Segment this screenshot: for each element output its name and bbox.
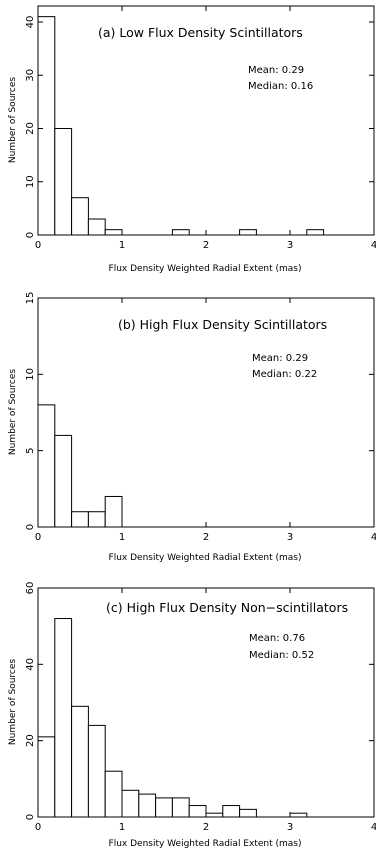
panel-b-y-tick-label: 15	[25, 292, 36, 305]
panel-c-bar	[54, 618, 73, 818]
panel-b-bar	[71, 511, 89, 528]
panel-b-x-tick-label: 2	[203, 532, 209, 543]
panel-a-title: (a) Low Flux Density Scintillators	[98, 25, 303, 40]
panel-b-y-axis-label: Number of Sources	[8, 369, 18, 455]
panel-c-y-ticks: 0 20 40 60	[25, 582, 374, 820]
panel-a-bar	[37, 16, 56, 236]
panel-b-x-tick-label: 4	[371, 532, 376, 543]
panel-b-x-axis-label: Flux Density Weighted Radial Extent (mas…	[109, 553, 302, 563]
panel-c-y-tick-label: 40	[25, 658, 36, 671]
panel-b: 0 1 2 3 4 0 5 10 15 (b) High Flux Density Scint…	[8, 292, 376, 563]
panel-a-bar	[71, 197, 89, 236]
panel-b-y-tick-label: 5	[25, 447, 36, 453]
panel-a: 0 1 2 3 4 0 10 20 30 40 (a) Low Flux Density Sci…	[8, 5, 376, 274]
panel-c-mean: Mean: 0.76	[249, 633, 305, 644]
panel-b-bar	[37, 404, 56, 528]
panel-c-bar	[222, 805, 241, 818]
panel-a-bar	[239, 229, 257, 236]
panel-b-bars	[37, 404, 123, 528]
panel-c-y-tick-label: 20	[25, 734, 36, 747]
panel-c-bar	[171, 797, 190, 818]
panel-c-x-ticks: 0 1 2 3 4	[35, 588, 376, 833]
panel-a-bar	[54, 127, 73, 236]
panel-c-bar	[37, 736, 56, 818]
panel-a-x-tick-label: 1	[119, 240, 125, 251]
panel-a-y-ticks: 0 10 20 30 40	[25, 16, 374, 238]
panel-a-y-tick-label: 20	[25, 122, 36, 135]
panel-c-bar	[289, 812, 308, 818]
panel-b-x-tick-label: 3	[287, 532, 293, 543]
panel-c-y-tick-label: 60	[25, 582, 36, 595]
panel-c-bar	[155, 797, 173, 818]
panel-b-plot-frame	[37, 297, 375, 528]
panel-a-bar	[104, 229, 123, 236]
panel-c-x-tick-label: 1	[119, 822, 125, 833]
panel-a-x-tick-label: 0	[35, 240, 41, 251]
panel-b-x-tick-label: 0	[35, 532, 41, 543]
panel-c-x-axis-label: Flux Density Weighted Radial Extent (mas…	[109, 839, 302, 849]
panel-c-bars	[37, 618, 308, 818]
panel-a-y-tick-label: 0	[25, 232, 36, 238]
panel-a-x-ticks: 0 1 2 3 4	[35, 6, 376, 251]
panel-c-x-tick-label: 2	[203, 822, 209, 833]
panel-c-median: Median: 0.52	[249, 650, 314, 661]
panel-b-x-tick-label: 1	[119, 532, 125, 543]
panel-b-y-tick-label: 0	[25, 524, 36, 530]
panel-b-bar	[104, 495, 123, 528]
panel-c-bar	[205, 812, 224, 818]
panel-a-x-tick-label: 3	[287, 240, 293, 251]
panel-b-title: (b) High Flux Density Scintillators	[118, 317, 327, 332]
panel-c-bar	[87, 724, 106, 818]
panel-b-median: Median: 0.22	[252, 369, 317, 380]
panel-b-bar	[54, 434, 73, 528]
panel-c-x-tick-label: 4	[371, 822, 376, 833]
panel-c-y-axis-label: Number of Sources	[8, 659, 18, 745]
panel-b-y-ticks: 0 5 10 15	[25, 292, 374, 530]
panel-b-x-ticks: 0 1 2 3 4	[35, 298, 376, 543]
panel-c-bar	[138, 793, 157, 818]
panel-a-bars	[37, 16, 325, 236]
panel-c-bar	[239, 808, 257, 818]
panel-a-x-tick-label: 2	[203, 240, 209, 251]
panel-a-x-axis-label: Flux Density Weighted Radial Extent (mas…	[109, 264, 302, 274]
panel-c: 0 1 2 3 4 0 20 40 60 (c) High Flux Density Non−…	[8, 582, 376, 849]
panel-c-bar	[121, 789, 140, 818]
panel-c-bar	[71, 705, 89, 818]
panel-a-x-tick-label: 4	[371, 240, 376, 251]
panel-a-y-tick-label: 40	[25, 16, 36, 29]
panel-c-bar	[104, 770, 123, 818]
panel-b-bar	[87, 511, 106, 528]
panel-a-bar	[306, 229, 325, 236]
panel-c-x-tick-label: 0	[35, 822, 41, 833]
panel-c-y-tick-label: 0	[25, 814, 36, 820]
panel-a-median: Median: 0.16	[248, 81, 313, 92]
panel-a-y-axis-label: Number of Sources	[8, 77, 18, 163]
panel-b-y-tick-label: 10	[25, 368, 36, 381]
panel-a-y-tick-label: 10	[25, 175, 36, 188]
panel-c-bar	[188, 805, 207, 818]
panel-a-bar	[87, 218, 106, 236]
panel-b-mean: Mean: 0.29	[252, 353, 308, 364]
panel-c-title: (c) High Flux Density Non−scintillators	[106, 600, 348, 615]
panel-c-x-tick-label: 3	[287, 822, 293, 833]
panel-a-mean: Mean: 0.29	[248, 65, 304, 76]
panel-a-bar	[171, 229, 190, 236]
panel-a-y-tick-label: 30	[25, 69, 36, 82]
